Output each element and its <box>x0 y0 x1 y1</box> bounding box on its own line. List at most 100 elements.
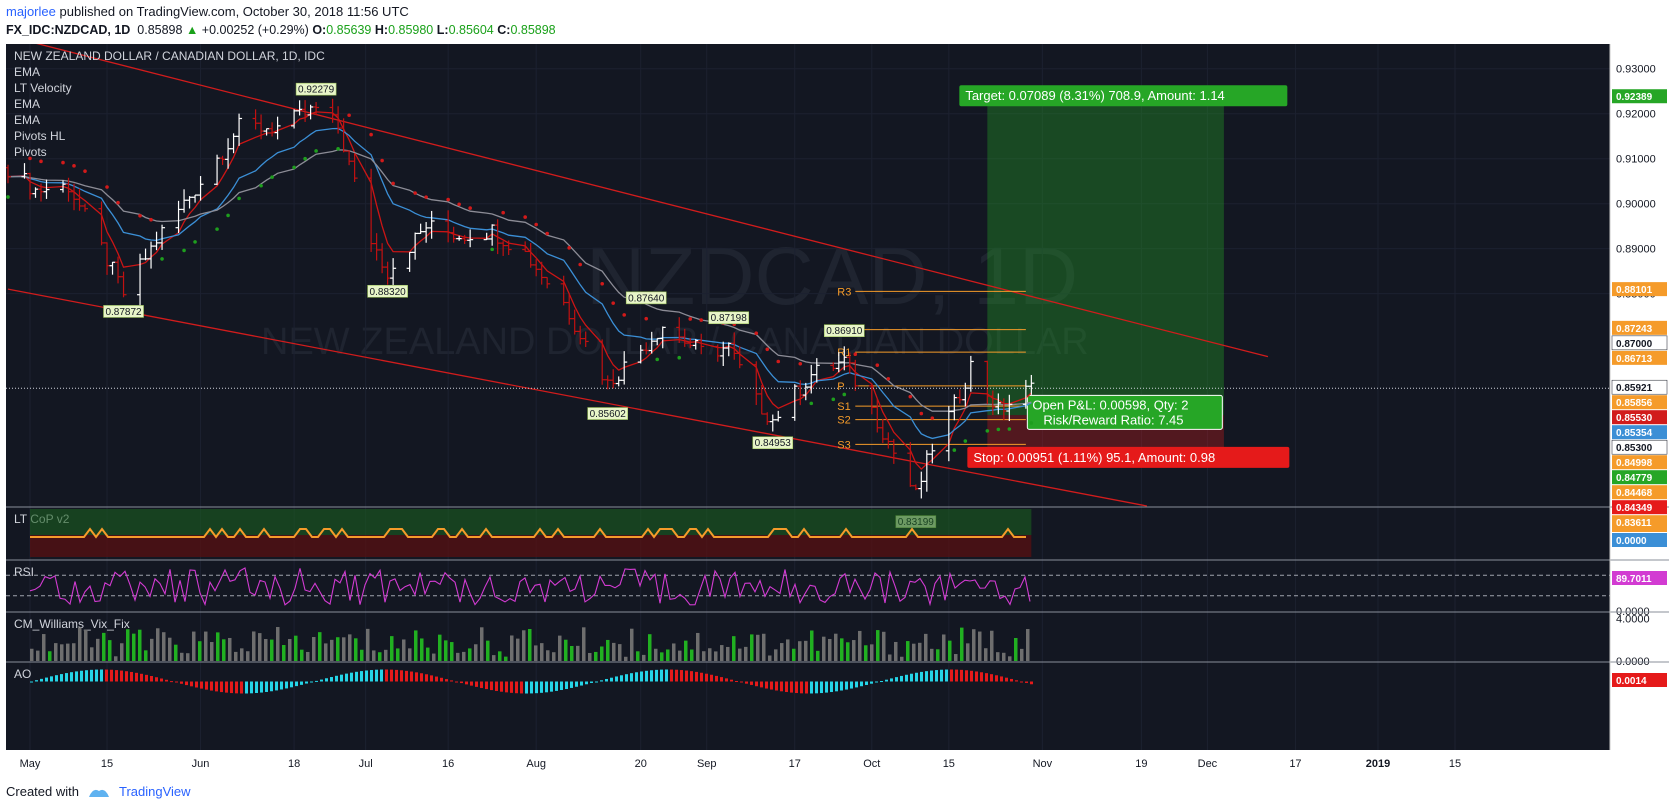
time-tick: 17 <box>789 758 801 770</box>
vix-bar <box>66 643 70 661</box>
velocity-dot <box>1029 421 1034 425</box>
ao-bar <box>740 681 743 683</box>
price-tag-label: 0.86713 <box>1616 354 1653 365</box>
ao-bar <box>60 674 63 682</box>
price-axis[interactable]: 0.880000.890000.900000.910000.920000.930… <box>1609 44 1668 750</box>
ao-bar <box>980 672 983 682</box>
ao-bar <box>520 681 523 694</box>
open-label: O: <box>312 23 327 37</box>
legend-item[interactable]: LT Velocity <box>14 81 72 95</box>
ao-bar <box>590 681 593 683</box>
vix-bar <box>546 650 550 661</box>
vix-bar <box>216 632 220 661</box>
vix-bar <box>282 645 286 661</box>
vix-bar <box>336 637 340 661</box>
chart-canvas[interactable]: NZDCAD, 1D NEW ZEALAND DOLLAR / CANADIAN… <box>6 44 1669 778</box>
vix-bar <box>252 631 256 661</box>
vix-bar <box>774 649 778 661</box>
vix-bar <box>126 629 130 661</box>
vix-bar <box>624 656 628 661</box>
swing-tag <box>752 436 794 450</box>
vix-bar <box>384 649 388 661</box>
ao-bar <box>190 681 193 687</box>
swing-tag <box>625 291 667 305</box>
ao-bar <box>45 677 48 682</box>
vix-bar <box>528 628 532 661</box>
ao-bar <box>1025 681 1028 683</box>
ao-bar <box>990 674 993 682</box>
vix-bar <box>888 654 892 661</box>
vix-bar <box>294 635 298 661</box>
ao-bar <box>335 675 338 682</box>
vix-bar <box>228 637 232 661</box>
time-tick: 15 <box>101 758 113 770</box>
vix-bar <box>582 627 586 661</box>
ao-bar <box>765 681 768 689</box>
vix-bar <box>54 643 58 661</box>
legend-item[interactable]: Pivots HL <box>14 129 66 143</box>
cop-line <box>30 527 1026 539</box>
ao-bar <box>230 681 233 694</box>
time-tick: Oct <box>863 758 880 770</box>
vix-bar <box>96 638 100 661</box>
close-label: C: <box>497 23 511 37</box>
price-tag <box>1612 89 1667 104</box>
tradingview-link[interactable]: TradingView <box>118 784 191 799</box>
legend-item[interactable]: EMA <box>14 97 40 111</box>
price-tag-label: 0.87243 <box>1616 324 1653 335</box>
velocity-dot <box>622 313 627 317</box>
ao-bar <box>400 670 403 682</box>
legend-item[interactable]: Pivots <box>14 145 47 159</box>
vix-bar <box>324 643 328 661</box>
price-tag-label: 0.92389 <box>1616 92 1653 103</box>
swing-value: 0.87198 <box>711 313 748 324</box>
ao-bar <box>330 677 333 682</box>
ao-bar <box>675 669 678 682</box>
legend-item[interactable]: EMA <box>14 65 40 79</box>
time-axis[interactable]: May 15 Jun 18 Jul 16 Aug 20 Sep 17 Oct 15 Nov 19 Dec 17… <box>20 758 1462 770</box>
velocity-dot <box>545 231 549 236</box>
ao-bar <box>815 681 818 694</box>
price-change: +0.00252 (+0.29%) <box>201 23 309 37</box>
ao-bar <box>310 681 313 683</box>
vix-bar <box>816 650 820 661</box>
ao-bar <box>635 672 638 682</box>
ao-bar <box>485 681 488 690</box>
vix-bar <box>522 630 526 661</box>
vix-bar <box>900 656 904 661</box>
cop-band <box>30 509 1032 535</box>
open-value: 0.85639 <box>326 23 372 37</box>
vix-bar <box>594 651 598 661</box>
ao-bar <box>65 673 68 682</box>
position-tool[interactable]: Target: 0.07089 (8.31%) 708.9, Amount: 1… <box>959 85 1290 468</box>
vix-bar <box>726 646 730 661</box>
ao-bar <box>430 675 433 682</box>
ao-bar <box>730 679 733 682</box>
ao-bar <box>795 681 798 694</box>
ao-bar <box>690 671 693 682</box>
author-link[interactable]: majorlee <box>6 4 56 19</box>
ao-bar <box>770 681 773 690</box>
ao-bar <box>1005 677 1008 682</box>
ao-bar <box>95 669 98 682</box>
low-label: L: <box>436 23 449 37</box>
vix-bar <box>996 652 1000 661</box>
pane-tag <box>1612 571 1667 585</box>
ao-bar <box>440 677 443 682</box>
ao-bar <box>670 669 673 682</box>
vix-bar <box>924 633 928 661</box>
vix-bar <box>798 641 802 661</box>
ao-bar <box>535 681 538 694</box>
ao-bar <box>50 676 53 682</box>
legend-item[interactable]: EMA <box>14 113 40 127</box>
ao-bar <box>1000 676 1003 682</box>
ao-bar <box>510 681 513 693</box>
time-tick: 17 <box>1289 758 1301 770</box>
price-tick: 0.92000 <box>1616 109 1656 121</box>
ao-bar <box>800 681 803 694</box>
pane-title: AO <box>14 667 31 681</box>
ao-bar <box>820 681 823 694</box>
time-tick: 16 <box>442 758 454 770</box>
time-tick: Jul <box>359 758 373 770</box>
